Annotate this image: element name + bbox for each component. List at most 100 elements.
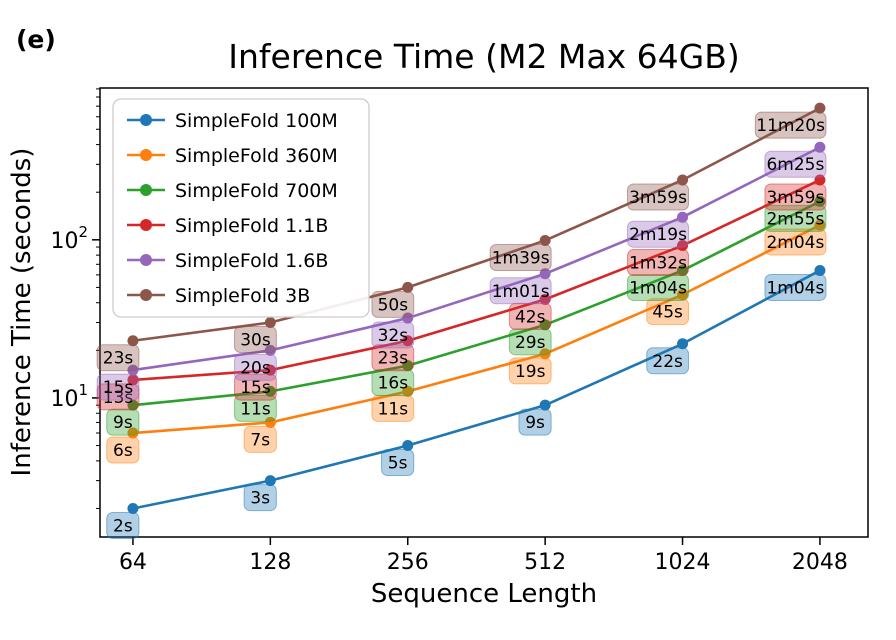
- x-tick-label: 128: [249, 550, 291, 575]
- data-point: [677, 211, 689, 223]
- data-point: [402, 360, 414, 372]
- point-label: 5s: [381, 449, 415, 477]
- legend-marker-dot: [140, 184, 152, 196]
- data-point: [264, 385, 276, 397]
- point-label: 50s: [371, 290, 415, 318]
- point-label: 2m55s: [764, 204, 827, 232]
- legend: SimpleFold 100M SimpleFold 360M SimpleFold…: [112, 98, 370, 318]
- data-point: [814, 264, 826, 276]
- point-label-box: [627, 249, 690, 277]
- point-label-text: 20s: [240, 358, 271, 378]
- data-point: [264, 364, 276, 376]
- plot-layer: 101 102 64 128 256 512 1024 2048 2s 3s 5s 9s 22s 1m04…: [50, 87, 869, 575]
- series-simplefold-360m: [127, 219, 826, 439]
- point-label-box: [371, 290, 415, 318]
- point-label-text: 3m59s: [766, 188, 824, 208]
- point-label: 1m32s: [627, 249, 690, 277]
- point-label-text: 1m39s: [492, 248, 550, 268]
- point-label: 23s: [371, 344, 415, 372]
- data-point: [402, 335, 414, 347]
- panel-label: (e): [16, 25, 56, 54]
- point-label-box: [489, 277, 552, 305]
- point-label: 6s: [106, 436, 140, 464]
- point-label-text: 11s: [240, 399, 271, 419]
- point-label-text: 9s: [525, 413, 545, 433]
- point-label-text: 1m01s: [492, 282, 550, 302]
- data-point: [264, 344, 276, 356]
- data-point: [539, 319, 551, 331]
- point-label: 1m04s: [627, 273, 690, 301]
- point-label-box: [96, 344, 140, 372]
- legend-item: SimpleFold 360M: [127, 145, 338, 167]
- point-label-text: 6m25s: [766, 155, 824, 175]
- point-label-box: [764, 273, 827, 301]
- data-point: [127, 335, 139, 347]
- point-label-text: 50s: [378, 295, 409, 315]
- point-label-text: 15s: [103, 378, 134, 398]
- data-point: [127, 502, 139, 514]
- point-label: 15s: [96, 373, 140, 401]
- y-axis-label: Inference Time (seconds): [7, 148, 37, 477]
- data-point: [814, 195, 826, 207]
- point-label: 1m39s: [489, 243, 552, 271]
- point-label-text: 42s: [515, 307, 546, 327]
- point-label-box: [106, 408, 140, 436]
- point-label-text: 2s: [113, 516, 133, 536]
- point-label-box: [96, 383, 140, 411]
- point-label-text: 1m04s: [629, 278, 687, 298]
- point-label-box: [106, 511, 140, 539]
- y-tick-label: 102: [50, 223, 88, 254]
- point-label: 20s: [234, 353, 277, 381]
- data-point: [677, 174, 689, 186]
- point-label-text: 11m20s: [756, 116, 825, 136]
- point-label-text: 7s: [250, 430, 270, 450]
- legend-item-label: SimpleFold 1.6B: [175, 250, 328, 272]
- point-label-text: 2m55s: [766, 209, 824, 229]
- point-label-box: [371, 369, 415, 397]
- point-label-box: [234, 325, 277, 353]
- point-label: 11s: [234, 394, 277, 422]
- legend-item-label: SimpleFold 100M: [175, 110, 338, 132]
- point-label-text: 30s: [240, 330, 271, 350]
- data-point: [539, 348, 551, 360]
- data-point: [539, 293, 551, 305]
- data-point: [402, 281, 414, 293]
- point-label-box: [489, 243, 552, 271]
- point-label-box: [243, 484, 277, 512]
- legend-marker-dot: [140, 114, 152, 126]
- data-point: [814, 219, 826, 231]
- data-point: [264, 475, 276, 487]
- point-label-box: [646, 347, 690, 375]
- data-point: [677, 289, 689, 301]
- legend-item-label: SimpleFold 3B: [175, 285, 310, 307]
- point-label-box: [764, 150, 827, 178]
- point-label-text: 5s: [388, 454, 408, 474]
- point-label: 22s: [646, 347, 690, 375]
- legend-item: SimpleFold 100M: [127, 110, 338, 132]
- point-label: 13s: [96, 383, 140, 411]
- point-label-text: 32s: [378, 326, 409, 346]
- point-label: 1m04s: [764, 273, 827, 301]
- point-label-text: 13s: [103, 388, 134, 408]
- y-tick-label: 101: [50, 381, 88, 412]
- point-label-text: 3s: [250, 489, 270, 509]
- legend-item: SimpleFold 1.6B: [127, 250, 328, 272]
- data-point: [127, 399, 139, 411]
- legend-marker-dot: [140, 289, 152, 301]
- legend-item-label: SimpleFold 700M: [175, 180, 338, 202]
- series-simplefold-3b: [127, 102, 826, 347]
- point-label-box: [508, 357, 552, 385]
- series-line: [131, 178, 822, 382]
- data-point: [539, 268, 551, 280]
- point-label: 19s: [508, 357, 552, 385]
- series-simplefold-700m: [127, 195, 826, 411]
- data-point: [127, 364, 139, 376]
- point-label-box: [234, 394, 277, 422]
- point-label: 42s: [508, 302, 552, 330]
- data-point: [264, 416, 276, 428]
- data-point: [677, 240, 689, 252]
- point-label: 3s: [243, 484, 277, 512]
- point-label: 11m20s: [754, 111, 827, 139]
